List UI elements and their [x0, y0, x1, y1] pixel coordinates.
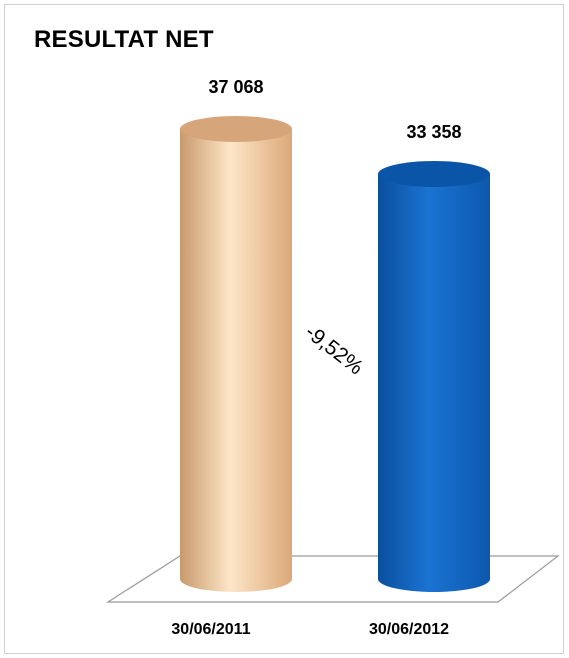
- x-tick-label: 30/06/2011: [171, 621, 250, 638]
- bar-30/06/2012: [378, 161, 490, 592]
- chart-floor: [105, 555, 560, 603]
- change-annotation: -9,52%: [301, 320, 368, 379]
- data-label: 37 068: [208, 77, 263, 97]
- chart-title: RESULTAT NET: [34, 26, 214, 53]
- data-label: 33 358: [406, 122, 461, 142]
- x-tick-label: 30/06/2012: [369, 621, 449, 638]
- bar-30/06/2011: [180, 116, 292, 592]
